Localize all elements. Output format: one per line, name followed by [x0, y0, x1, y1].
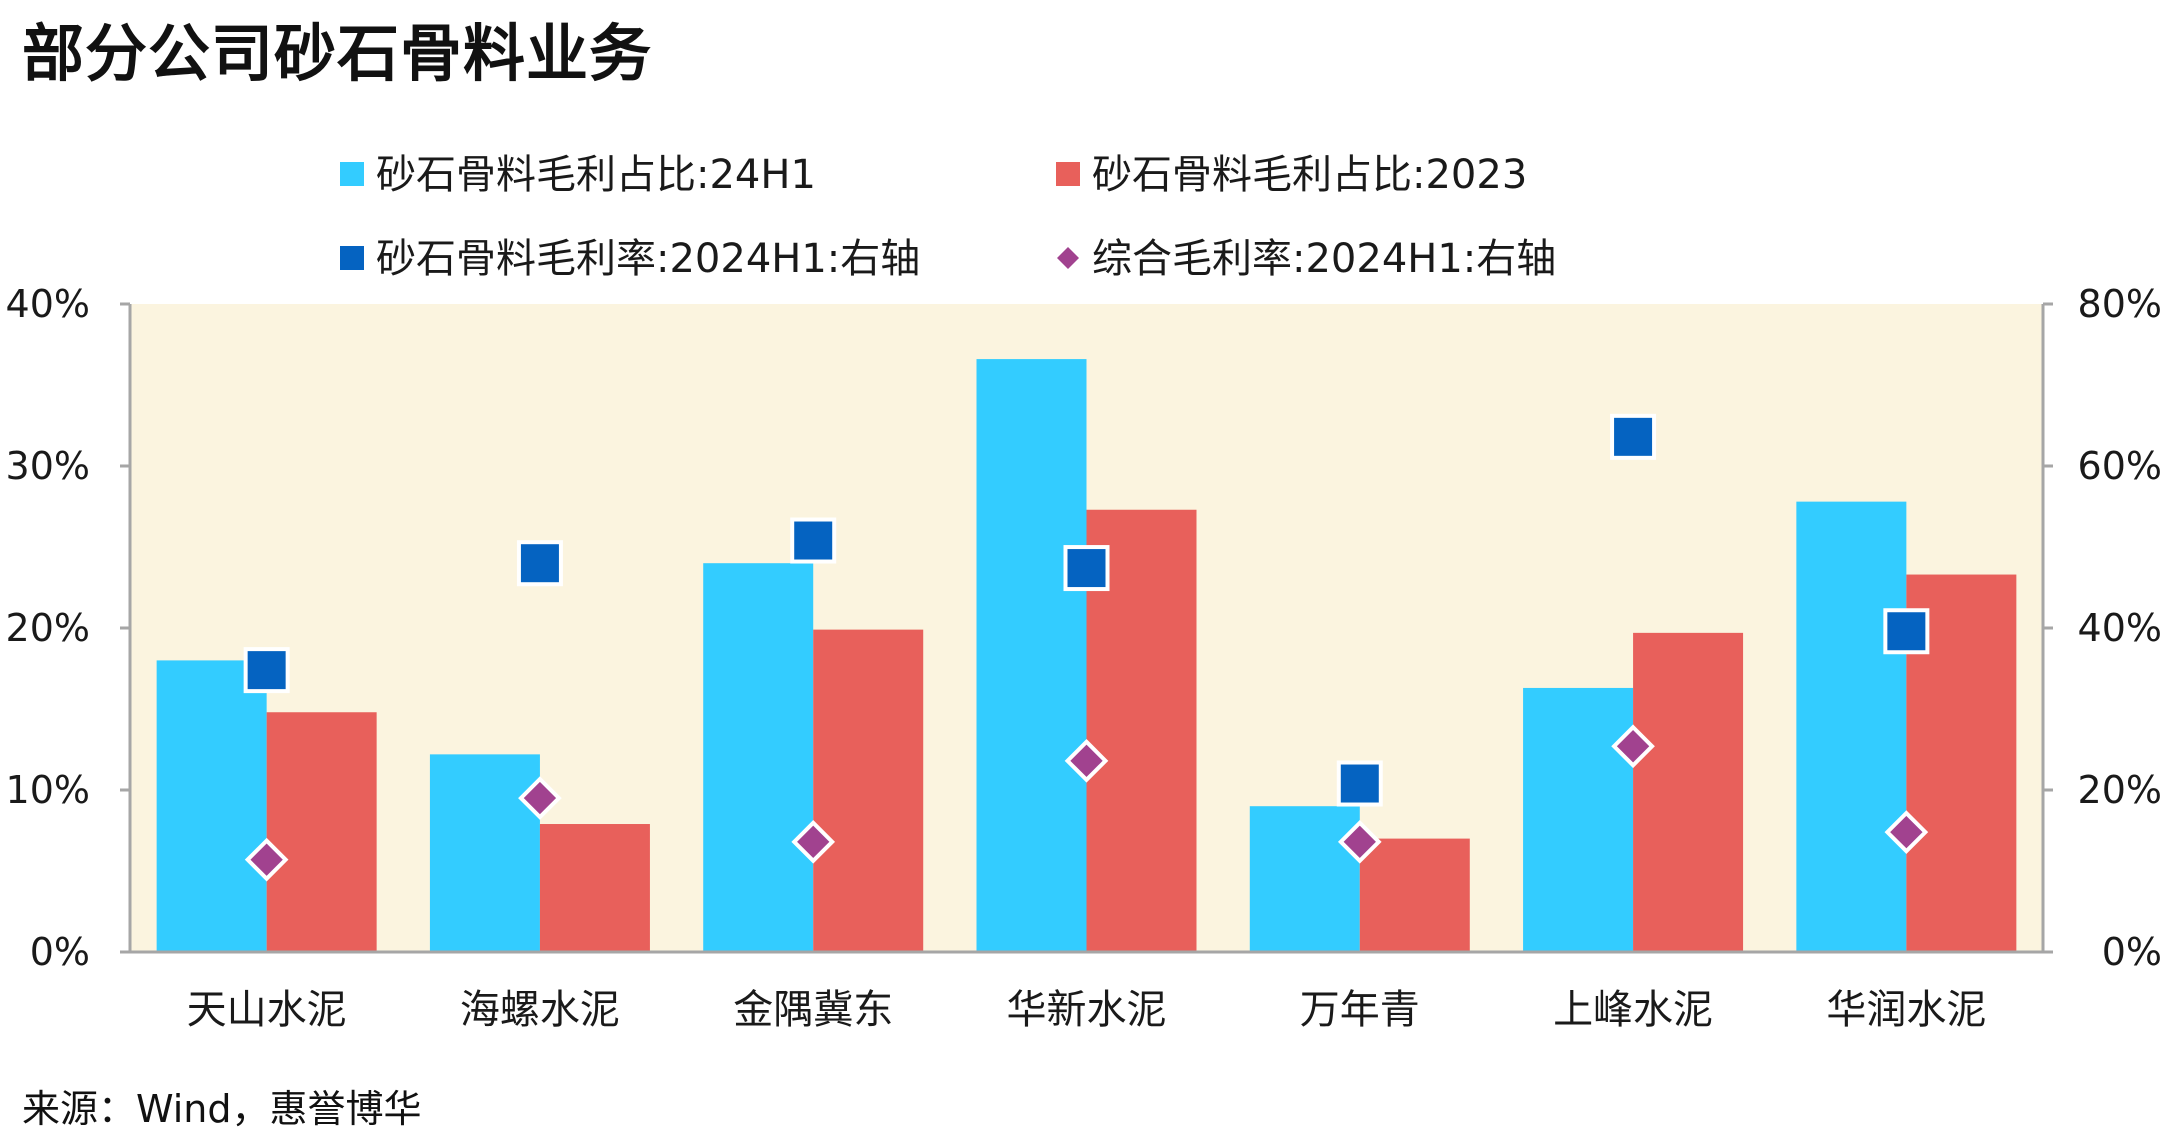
square-marker-6: [1610, 413, 1657, 460]
bar-24h1-6: [1523, 687, 1634, 952]
diamond-marker-3: [791, 820, 836, 864]
category-label: 万年青: [1300, 987, 1420, 1033]
left-tick-label: 0%: [30, 930, 90, 974]
right-tick-label: 0%: [2102, 930, 2162, 974]
right-tick-label: 60%: [2078, 444, 2162, 488]
bar-24h1-5: [1249, 806, 1360, 952]
bar-2023-2: [539, 824, 650, 952]
diamond-marker-4: [1064, 739, 1109, 783]
diamond-marker-6: [1611, 724, 1655, 769]
legend-swatch-square: [340, 246, 364, 270]
right-tick-label: 40%: [2078, 606, 2162, 650]
bar-24h1-3: [703, 563, 814, 952]
category-label: 天山水泥: [187, 987, 347, 1033]
diamond-marker-5: [1337, 820, 1382, 864]
right-tick-label: 80%: [2078, 282, 2162, 326]
left-axis-ticks: 0% 10% 20% 30% 40%: [6, 282, 90, 974]
bar-24h1-7: [1796, 501, 1907, 952]
left-tick-label: 40%: [6, 282, 90, 326]
bar-2023-6: [1633, 632, 1744, 952]
bar-24h1-4: [976, 359, 1087, 953]
square-marker-4: [1063, 545, 1110, 592]
category-label: 海螺水泥: [460, 987, 620, 1033]
square-marker-2: [516, 540, 563, 587]
square-marker-7: [1883, 608, 1930, 655]
category-labels: 天山水泥 海螺水泥 金隅冀东 华新水泥 万年青 上峰水泥 华润水泥: [187, 987, 1987, 1033]
category-label: 华润水泥: [1826, 987, 1986, 1033]
legend-swatch-bar: [340, 162, 364, 186]
right-tick-label: 20%: [2078, 768, 2162, 812]
bars-layer: [156, 359, 2017, 953]
legend-label: 砂石骨料毛利占比:2023: [1092, 152, 1527, 198]
bar-24h1-1: [156, 660, 267, 952]
left-tick-label: 20%: [6, 606, 90, 650]
left-tick-label: 30%: [6, 444, 90, 488]
left-tick-label: 10%: [6, 768, 90, 812]
chart-title: 部分公司砂石骨料业务: [22, 17, 653, 90]
legend: 砂石骨料毛利占比:24H1 砂石骨料毛利占比:2023 砂石骨料毛利率:2024H1…: [340, 152, 1556, 282]
source-note: 来源：Wind，惠誉博华: [22, 1087, 422, 1131]
bar-2023-5: [1359, 838, 1470, 952]
square-marker-1: [243, 647, 290, 694]
diamond-marker-1: [244, 837, 289, 882]
markers-layer: [243, 413, 1930, 882]
legend-label: 砂石骨料毛利率:2024H1:右轴: [376, 236, 920, 282]
square-marker-3: [790, 517, 837, 564]
category-label: 上峰水泥: [1553, 987, 1713, 1033]
category-label: 华新水泥: [1007, 987, 1167, 1033]
bar-2023-3: [813, 629, 924, 952]
legend-swatch-bar: [1056, 162, 1080, 186]
category-label: 金隅冀东: [733, 987, 893, 1033]
legend-swatch-diamond: [1057, 247, 1079, 269]
diamond-marker-7: [1884, 810, 1929, 854]
square-marker-5: [1336, 760, 1383, 807]
diamond-marker-2: [518, 776, 562, 820]
bar-2023-1: [266, 712, 377, 952]
legend-label: 砂石骨料毛利占比:24H1: [376, 152, 816, 198]
bar-24h1-2: [429, 754, 540, 952]
axes-layer: [120, 302, 2053, 954]
legend-label: 综合毛利率:2024H1:右轴: [1092, 236, 1556, 282]
right-axis-ticks: 0% 20% 40% 60% 80%: [2078, 282, 2162, 974]
